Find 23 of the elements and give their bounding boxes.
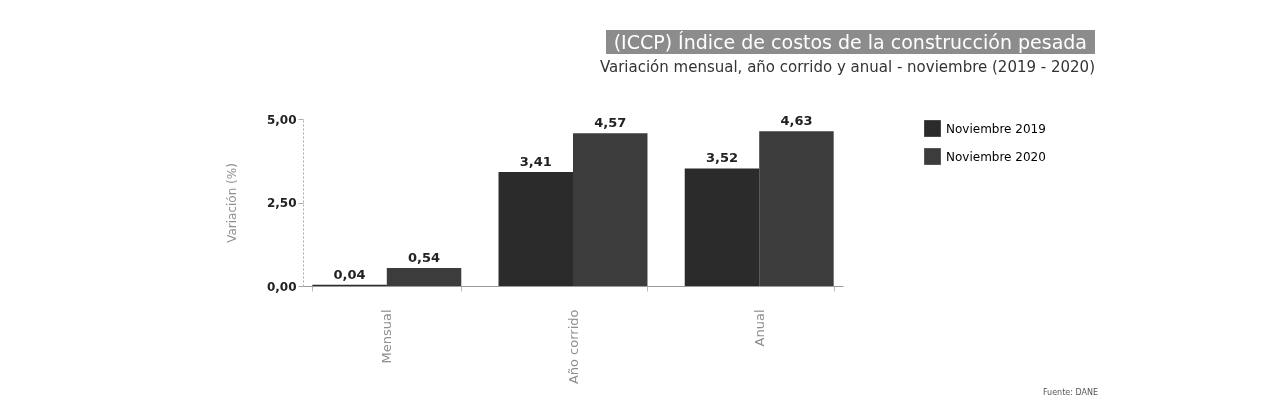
- data-label: 4,57: [594, 115, 627, 131]
- y-axis-title: Variación (%): [224, 163, 239, 243]
- data-label: 4,63: [780, 113, 813, 129]
- chart-subtitle: Variación mensual, año corrido y anual - noviembre (2019 - 2020): [599, 58, 1095, 76]
- data-label: 0,54: [408, 249, 441, 265]
- bar: [684, 168, 760, 286]
- data-label: 3,41: [519, 154, 552, 170]
- legend-label: Noviembre 2020: [946, 149, 1046, 164]
- bar: [498, 172, 573, 286]
- bar: [759, 131, 834, 286]
- source-note: Fuente: DANE: [1042, 388, 1098, 397]
- legend-label: Noviembre 2019: [946, 121, 1046, 136]
- data-label: 3,52: [705, 150, 738, 166]
- chart-title: (ICCP) Índice de costos de la construcción pesada: [605, 30, 1095, 54]
- x-tick-label: Año corrido: [565, 309, 581, 385]
- y-tick-label: 2,50: [266, 196, 297, 210]
- bar: [573, 133, 648, 286]
- bar: [386, 267, 462, 286]
- y-tick-label: 5,00: [266, 112, 297, 127]
- data-label: 0,04: [333, 266, 366, 282]
- x-tick-label: Mensual: [379, 309, 395, 364]
- x-tick-label: Anual: [751, 309, 767, 347]
- y-tick-label: 0,00: [266, 279, 297, 294]
